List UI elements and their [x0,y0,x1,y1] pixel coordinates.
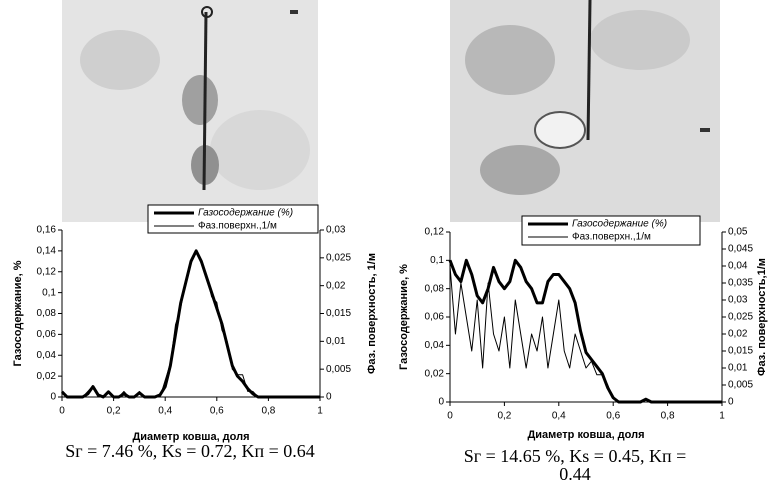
legend [147,204,319,234]
y2-tick-label: 0,045 [728,244,753,255]
x-tick-label: 0,2 [107,406,121,417]
y2-tick-label: 0 [326,392,332,403]
y-tick-label: 0,16 [37,225,57,236]
y-tick-label: 0 [50,392,56,403]
photo-right [450,0,720,222]
y-axis-label: Газосодержание, % [12,260,24,366]
y-tick-label: 0,04 [425,340,445,351]
y-axis-label: Газосодержание, % [398,264,410,370]
y2-tick-label: 0,01 [326,336,346,347]
y-tick-label: 0,12 [425,227,445,238]
legend-label: Фаз.поверхн.,1/м [198,221,277,232]
y-tick-label: 0 [438,397,444,408]
y2-tick-label: 0,01 [728,363,748,374]
caption: Sг = 7.46 %, Ks = 0.72, Kп = 0.64 [65,442,315,461]
x-tick-label: 0 [447,411,453,422]
y2-tick-label: 0,005 [326,364,351,375]
x-tick-label: 0,4 [158,406,172,417]
legend-label: Фаз.поверхн.,1/м [572,232,651,243]
legend [521,215,701,246]
y2-tick-label: 0,015 [326,308,351,319]
legend-label: Газосодержание (%) [572,219,667,230]
y-tick-label: 0,06 [37,329,57,340]
y2-tick-label: 0,035 [728,278,753,289]
data-line [448,258,722,404]
x-tick-label: 0 [59,406,65,417]
legend-label: Газосодержание (%) [198,208,293,219]
x-tick-label: 0,4 [552,411,566,422]
y-tick-label: 0,06 [425,312,445,323]
y2-tick-label: 0,03 [326,225,346,236]
data-line [449,265,722,403]
y-tick-label: 0,14 [37,246,57,257]
y2-tick-label: 0,005 [728,380,753,391]
x-tick-label: 0,8 [661,411,675,422]
y2-tick-label: 0,03 [728,295,748,306]
y2-axis-label: Фаз. поверхность, 1/м [366,253,378,374]
y-tick-label: 0,02 [425,368,445,379]
y2-tick-label: 0,015 [728,346,753,357]
x-tick-label: 1 [719,411,725,422]
data-line [60,249,320,399]
y2-tick-label: 0,02 [728,329,748,340]
y2-tick-label: 0,025 [326,252,351,263]
x-tick-label: 1 [317,406,323,417]
x-axis-label: Диаметр ковша, доля [132,431,249,443]
y2-tick-label: 0,04 [728,261,748,272]
x-axis-label: Диаметр ковша, доля [527,429,644,441]
caption: Sг = 14.65 %, Ks = 0.45, Kп = 0.44 [463,446,687,484]
y2-tick-label: 0,025 [728,312,753,323]
y-tick-label: 0,08 [37,308,57,319]
y-tick-label: 0,1 [42,287,56,298]
data-line [61,251,320,398]
y-tick-label: 0,12 [37,266,57,277]
y-tick-label: 0,08 [425,283,445,294]
x-tick-label: 0,6 [210,406,224,417]
y-tick-label: 0,1 [430,255,444,266]
x-tick-label: 0,2 [497,411,511,422]
x-tick-label: 0,6 [606,411,620,422]
photo-left [62,0,318,222]
y2-tick-label: 0,02 [326,280,346,291]
y2-axis-label: Фаз. поверхность,1/м [756,258,768,376]
y2-tick-label: 0 [728,397,734,408]
y-tick-label: 0,04 [37,350,57,361]
x-tick-label: 0,8 [261,406,275,417]
y2-tick-label: 0,05 [728,227,748,238]
y-tick-label: 0,02 [37,371,57,382]
